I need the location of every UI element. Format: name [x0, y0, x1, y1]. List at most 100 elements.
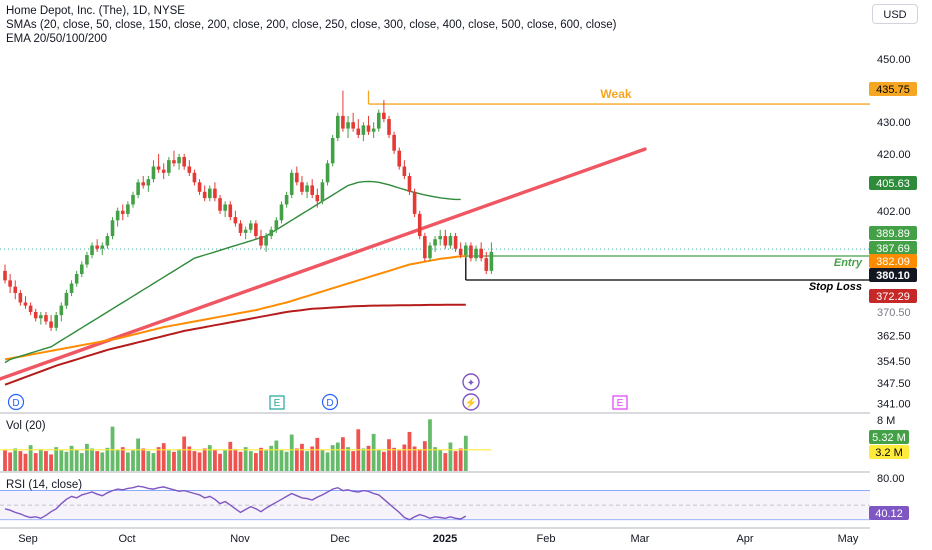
volume-bar — [207, 445, 212, 471]
volume-bar — [59, 450, 64, 471]
candle-body — [484, 258, 489, 271]
candle-body — [120, 210, 125, 214]
volume-bar — [141, 448, 146, 471]
volume-bar — [166, 450, 171, 471]
price-label: 387.69 — [876, 243, 910, 255]
candle-body — [90, 245, 94, 256]
volume-label-bg — [869, 430, 909, 444]
event-marker-D[interactable]: D — [321, 393, 339, 411]
time-axis-tick: Mar — [631, 533, 650, 545]
candle-body — [187, 166, 192, 173]
candle-body — [100, 245, 105, 249]
volume-ma-label-bg — [869, 445, 909, 459]
candle-body — [443, 236, 448, 246]
candle-body — [202, 191, 207, 199]
volume-bar — [85, 443, 89, 471]
candle-body — [300, 182, 304, 192]
candle-body — [59, 305, 64, 316]
volume-bar — [407, 431, 412, 471]
candle-body — [433, 239, 437, 246]
price-axis-tick: 450.00 — [877, 54, 911, 66]
volume-bar — [330, 445, 335, 471]
annotation-stop-loss: Stop Loss — [809, 281, 862, 293]
candle-body — [279, 204, 284, 221]
time-axis-tick: May — [838, 533, 859, 545]
event-marker-label: D — [326, 398, 333, 409]
volume-bar — [315, 437, 320, 471]
volume-bar — [192, 451, 197, 471]
candle-body — [23, 302, 28, 306]
volume-bar — [74, 449, 79, 471]
candle-body — [213, 188, 217, 199]
sma-indicator-label[interactable]: SMAs (20, close, 50, close, 150, close, … — [6, 19, 617, 31]
volume-bar — [397, 450, 402, 471]
candle-body — [397, 150, 402, 167]
price-label: 380.10 — [876, 270, 910, 282]
candle-body — [172, 160, 176, 164]
ema-indicator-label[interactable]: EMA 20/50/100/200 — [6, 33, 108, 45]
volume-bar — [274, 440, 279, 471]
event-marker-D[interactable]: D — [7, 393, 25, 411]
volume-bar — [438, 449, 443, 471]
volume-bar — [366, 445, 371, 471]
volume-bar — [33, 453, 38, 471]
event-marker-E[interactable]: E — [612, 395, 628, 410]
candle-body — [233, 217, 238, 224]
currency-selector[interactable]: USD — [872, 4, 918, 24]
price-axis-tick: 430.00 — [877, 117, 911, 129]
candle-body — [310, 185, 314, 195]
candle-body — [315, 194, 320, 202]
volume-bar — [69, 445, 74, 471]
candle-body — [361, 125, 366, 135]
candle-body — [182, 157, 186, 167]
candle-body — [13, 286, 18, 293]
candle-body — [428, 245, 432, 259]
rsi-label-bg — [869, 506, 909, 520]
volume-bar — [346, 447, 350, 471]
volume-bar — [335, 442, 340, 471]
volume-bar — [28, 445, 33, 471]
candle-body — [131, 194, 135, 205]
time-axis-tick: Oct — [118, 533, 135, 545]
volume-bar — [325, 452, 330, 471]
event-marker-E[interactable]: E — [269, 395, 285, 410]
volume-bar — [228, 441, 233, 471]
volume-bar — [305, 451, 309, 471]
candle-body — [356, 128, 361, 135]
volume-bar — [64, 451, 69, 471]
candle-body — [238, 223, 243, 233]
volume-bar — [243, 447, 248, 471]
volume-bar — [264, 450, 269, 471]
price-label: 405.63 — [876, 178, 910, 190]
volume-bar — [125, 452, 130, 471]
volume-bar — [95, 451, 100, 471]
volume-bar — [156, 447, 161, 471]
volume-bar — [392, 447, 397, 471]
volume-bar — [18, 451, 23, 471]
volume-bar — [187, 446, 192, 471]
volume-bar — [463, 435, 468, 471]
ideas-icon — [462, 373, 480, 391]
candle-body — [458, 248, 463, 256]
candle-body — [136, 182, 140, 195]
volume-bar — [3, 450, 7, 471]
candle-body — [64, 292, 69, 306]
volume-bar — [248, 451, 253, 471]
candle-body — [351, 122, 355, 129]
volume-bar — [146, 451, 151, 471]
volume-bar — [371, 433, 376, 471]
candle-body — [28, 305, 33, 312]
volume-pane-label[interactable]: Vol (20) — [6, 420, 46, 432]
price-label-bg — [869, 241, 917, 255]
volume-bar — [177, 449, 181, 471]
rsi-pane-label[interactable]: RSI (14, close) — [6, 479, 83, 491]
candle-body — [295, 172, 299, 183]
candle-body — [417, 213, 422, 237]
volume-bar — [233, 449, 238, 471]
volume-bar — [54, 447, 59, 471]
rsi-line — [4, 485, 467, 521]
volume-bar — [253, 453, 258, 471]
candle-body — [305, 185, 309, 192]
candle-body — [33, 311, 38, 319]
